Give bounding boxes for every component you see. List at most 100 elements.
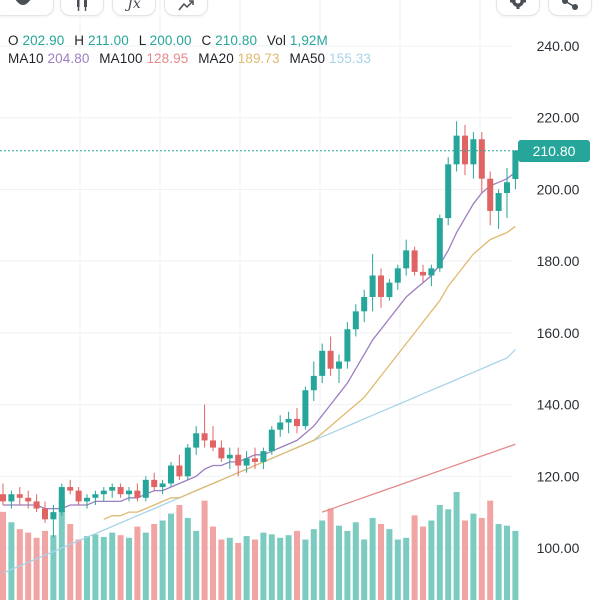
volume-bar	[226, 537, 233, 600]
volume-bar	[268, 534, 275, 600]
legend-volume-value: 1,92M	[289, 33, 328, 48]
volume-bar	[344, 530, 351, 600]
volume-bar	[8, 522, 15, 600]
candle-body	[42, 508, 48, 520]
volume-bar	[462, 520, 468, 600]
volume-bar	[117, 535, 124, 600]
volume-bar	[0, 511, 6, 600]
legend-ma20-value: 189.73	[237, 51, 280, 66]
volume-bar	[16, 529, 23, 600]
candle-body	[428, 268, 435, 276]
candle-body	[268, 429, 275, 452]
candle-body	[84, 497, 90, 502]
candle-body	[310, 375, 317, 391]
legend-open-value: 202.90	[22, 33, 65, 48]
ma100-line	[321, 443, 516, 513]
candle-body	[67, 487, 74, 491]
volume-bar	[285, 535, 292, 600]
legend-close-value: 210.80	[215, 33, 258, 48]
candle-body	[352, 311, 359, 330]
candle-body	[478, 139, 485, 179]
candle-body	[361, 297, 368, 312]
volume-bar	[470, 513, 477, 600]
legend-ma100-key: MA100	[99, 51, 143, 66]
legend-ma10-key: MA10	[8, 51, 44, 66]
settings-button[interactable]	[496, 0, 540, 16]
volume-bar	[142, 532, 149, 600]
y-tick-label: 200.00	[537, 181, 580, 197]
indicator-button[interactable]	[0, 0, 54, 16]
y-tick-label: 220.00	[537, 110, 580, 126]
candle-body	[394, 268, 401, 283]
share-button[interactable]	[548, 0, 592, 16]
volume-bar	[336, 525, 342, 600]
volume-bar	[403, 537, 410, 600]
candle-body	[218, 447, 225, 459]
candle-body	[100, 490, 107, 495]
last-price-tag: 210.80	[518, 140, 590, 162]
function-button[interactable]: Jx	[112, 0, 156, 16]
volume-bar	[84, 536, 90, 600]
candle-body	[184, 447, 191, 477]
volume-bar	[277, 537, 284, 600]
y-tick-label: 100.00	[537, 540, 580, 556]
volume-bar	[378, 523, 384, 600]
volume-bar	[512, 530, 519, 600]
volume-bar	[495, 523, 502, 600]
candle-body	[226, 454, 233, 459]
y-tick-label: 240.00	[537, 38, 580, 54]
volume-bar	[92, 534, 99, 600]
candle-body	[201, 433, 208, 441]
volume-bar	[33, 537, 40, 600]
volume-bar	[109, 532, 116, 600]
candle-body	[462, 135, 468, 165]
candle-body	[378, 275, 384, 297]
candle-body	[252, 458, 258, 462]
volume-bar	[504, 525, 510, 600]
candle-body	[25, 497, 32, 502]
candle-body	[109, 487, 116, 491]
volume-bar	[201, 500, 208, 600]
candle-body	[386, 282, 393, 297]
y-tick-label: 160.00	[537, 325, 580, 341]
candle-style-icon	[74, 0, 90, 11]
candle-body	[151, 479, 158, 488]
volume-bar	[327, 508, 334, 600]
candle-body	[168, 465, 174, 484]
volume-bar	[420, 526, 426, 600]
volume-bar	[218, 539, 225, 600]
candle-body	[445, 164, 452, 219]
legend-ma10-value: 204.80	[47, 51, 90, 66]
candle-body	[294, 418, 300, 427]
candle-body	[411, 250, 418, 272]
volume-bar	[50, 535, 57, 600]
volume-bar	[134, 526, 141, 600]
candle-body	[277, 422, 284, 430]
candle-body	[16, 494, 23, 498]
volume-bar	[168, 513, 174, 600]
y-tick-label: 180.00	[537, 253, 580, 269]
volume-bar	[428, 520, 435, 600]
legend-open-key: O	[8, 33, 19, 48]
volume-bar	[478, 517, 485, 600]
ma20-line	[103, 225, 516, 520]
y-tick-label: 120.00	[537, 468, 580, 484]
compare-button[interactable]	[164, 0, 208, 16]
candle-body	[319, 350, 326, 376]
ma-legend: MA10 204.80 MA100 128.95 MA20 189.73 MA5…	[8, 50, 377, 68]
candle-body	[243, 458, 250, 466]
y-tick-label: 140.00	[537, 397, 580, 413]
legend-ma100-value: 128.95	[146, 51, 189, 66]
candle-body	[0, 494, 6, 502]
candle-body	[285, 418, 292, 423]
legend-ma50-key: MA50	[289, 51, 326, 66]
candle-style-button[interactable]	[60, 0, 104, 16]
candle-body	[126, 490, 132, 495]
indicator-icon	[12, 0, 34, 11]
candle-body	[8, 494, 15, 502]
legend-close-key: C	[201, 33, 212, 48]
candle-body	[33, 501, 40, 509]
volume-bar	[369, 517, 376, 600]
